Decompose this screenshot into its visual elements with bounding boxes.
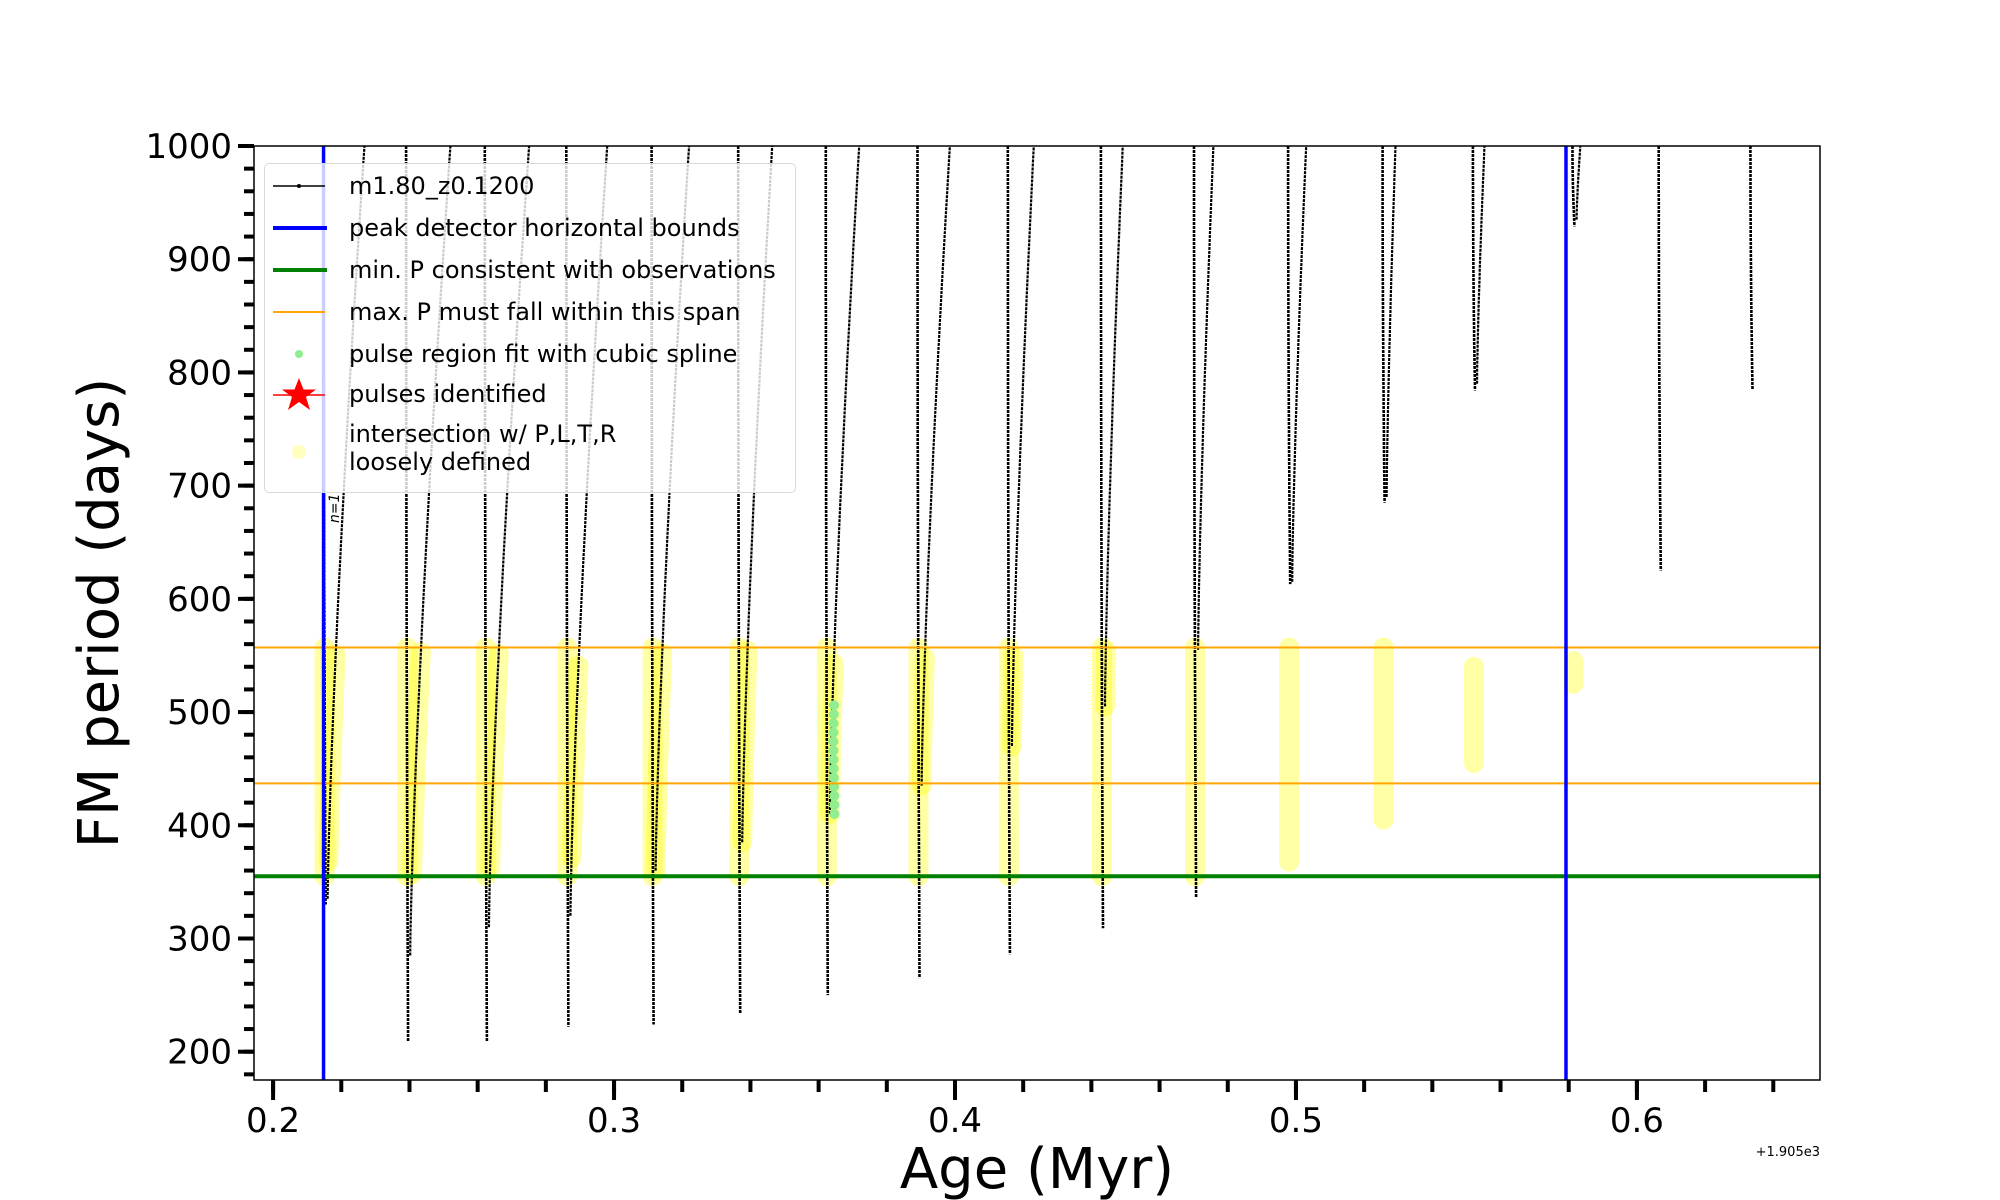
legend: m1.80_z0.1200 peak detector horizontal b… bbox=[264, 163, 796, 493]
y-tick-label: 500 bbox=[167, 693, 232, 733]
x-tick-label: 0.6 bbox=[1610, 1101, 1664, 1141]
spline-fit-points bbox=[828, 700, 840, 819]
legend-label: min. P consistent with observations bbox=[349, 256, 776, 284]
spline-point bbox=[828, 709, 839, 720]
spline-point bbox=[829, 808, 840, 819]
pulse-descending-branch bbox=[824, 146, 830, 996]
pulse-rising-branch bbox=[1197, 146, 1215, 650]
pulse-rising-branch bbox=[1103, 146, 1124, 707]
y-tick-label: 600 bbox=[167, 580, 232, 620]
pulse-rising-branch bbox=[1575, 146, 1582, 220]
plot-frame bbox=[253, 145, 1821, 1081]
spline-point bbox=[828, 772, 839, 783]
red-star-icon bbox=[273, 378, 325, 410]
pulse-rising-branch bbox=[409, 146, 452, 956]
reference-lines bbox=[254, 146, 1820, 1080]
blue-line-icon bbox=[273, 226, 327, 230]
pulse-rising-branch bbox=[920, 146, 951, 786]
legend-entry-spline: pulse region fit with cubic spline bbox=[265, 336, 737, 372]
spline-point bbox=[828, 736, 839, 747]
line-marker-icon bbox=[273, 184, 325, 188]
legend-entry-max-span: max. P must fall within this span bbox=[265, 294, 740, 330]
y-tick-label: 200 bbox=[167, 1033, 232, 1073]
pulse-descending-branch bbox=[1192, 146, 1198, 898]
evolution-track bbox=[322, 146, 1754, 1042]
legend-entry-pulse: pulses identified bbox=[265, 376, 547, 412]
pulse-rising-branch bbox=[1010, 146, 1035, 747]
legend-label: intersection w/ P,L,T,R bbox=[349, 420, 617, 448]
legend-entry-track: m1.80_z0.1200 bbox=[265, 168, 534, 204]
pulse-descending-branch bbox=[1749, 146, 1754, 390]
pulse-rising-branch bbox=[1475, 146, 1486, 384]
pulse-descending-branch bbox=[1099, 146, 1105, 929]
legend-entry-bounds: peak detector horizontal bounds bbox=[265, 210, 740, 246]
spline-point bbox=[828, 754, 839, 765]
pulse-descending-branch bbox=[1381, 146, 1386, 503]
y-tick-label: 700 bbox=[167, 467, 232, 507]
pulse-rising-branch bbox=[828, 146, 861, 815]
x-offset-text: +1.905e3 bbox=[1756, 1145, 1820, 1160]
y-tick-label: 400 bbox=[167, 806, 232, 846]
legend-entry-intersection: intersection w/ P,L,T,R loosely defined bbox=[265, 418, 616, 478]
x-tick-label: 0.3 bbox=[587, 1101, 641, 1141]
spline-point bbox=[828, 727, 839, 738]
yellow-dot-icon bbox=[292, 445, 306, 459]
pulse-descending-branch bbox=[1006, 146, 1012, 955]
pulse-rising-branch bbox=[1385, 146, 1397, 498]
spline-point bbox=[828, 763, 839, 774]
legend-label: pulse region fit with cubic spline bbox=[349, 340, 738, 368]
pulse-descending-branch bbox=[1286, 146, 1292, 585]
legend-label-line2: loosely defined bbox=[349, 448, 532, 476]
y-tick-label: 800 bbox=[167, 353, 232, 393]
x-axis-label: Age (Myr) bbox=[900, 1137, 1174, 1200]
pulse-descending-branch bbox=[1471, 146, 1477, 391]
annotations: n=1 bbox=[327, 494, 343, 524]
x-tick-label: 0.5 bbox=[1269, 1101, 1323, 1141]
x-tick-label: 0.4 bbox=[928, 1101, 982, 1141]
y-tick-label: 1000 bbox=[145, 127, 232, 167]
pulse-descending-branch bbox=[1657, 146, 1663, 571]
pulse-rising-branch bbox=[487, 146, 531, 928]
pulse-rising-branch bbox=[1291, 146, 1308, 582]
spline-point bbox=[829, 790, 840, 801]
legend-label: peak detector horizontal bounds bbox=[349, 214, 740, 242]
spline-point bbox=[828, 745, 839, 756]
y-tick-label: 900 bbox=[167, 240, 232, 280]
legend-label: m1.80_z0.1200 bbox=[349, 172, 535, 200]
spline-point bbox=[828, 718, 839, 729]
legend-label: max. P must fall within this span bbox=[349, 298, 741, 326]
orange-line-icon bbox=[273, 311, 325, 313]
harmonic-annotation: n=1 bbox=[327, 494, 343, 524]
green-dot-icon bbox=[295, 350, 303, 358]
green-line-icon bbox=[273, 268, 327, 272]
x-tick-label: 0.2 bbox=[246, 1101, 300, 1141]
legend-entry-min-p: min. P consistent with observations bbox=[265, 252, 776, 288]
pulse-descending-branch bbox=[916, 146, 921, 979]
y-tick-label: 300 bbox=[167, 919, 232, 959]
spline-point bbox=[829, 700, 840, 711]
spline-point bbox=[829, 799, 840, 810]
axes: 200 300 400 500 600 700 800 900 1000 0.2 0.3 0.4 0.5… bbox=[145, 127, 1776, 1141]
legend-label: pulses identified bbox=[349, 380, 547, 408]
y-axis-label: FM period (days) bbox=[67, 378, 132, 848]
pulse-descending-branch bbox=[1571, 146, 1576, 227]
